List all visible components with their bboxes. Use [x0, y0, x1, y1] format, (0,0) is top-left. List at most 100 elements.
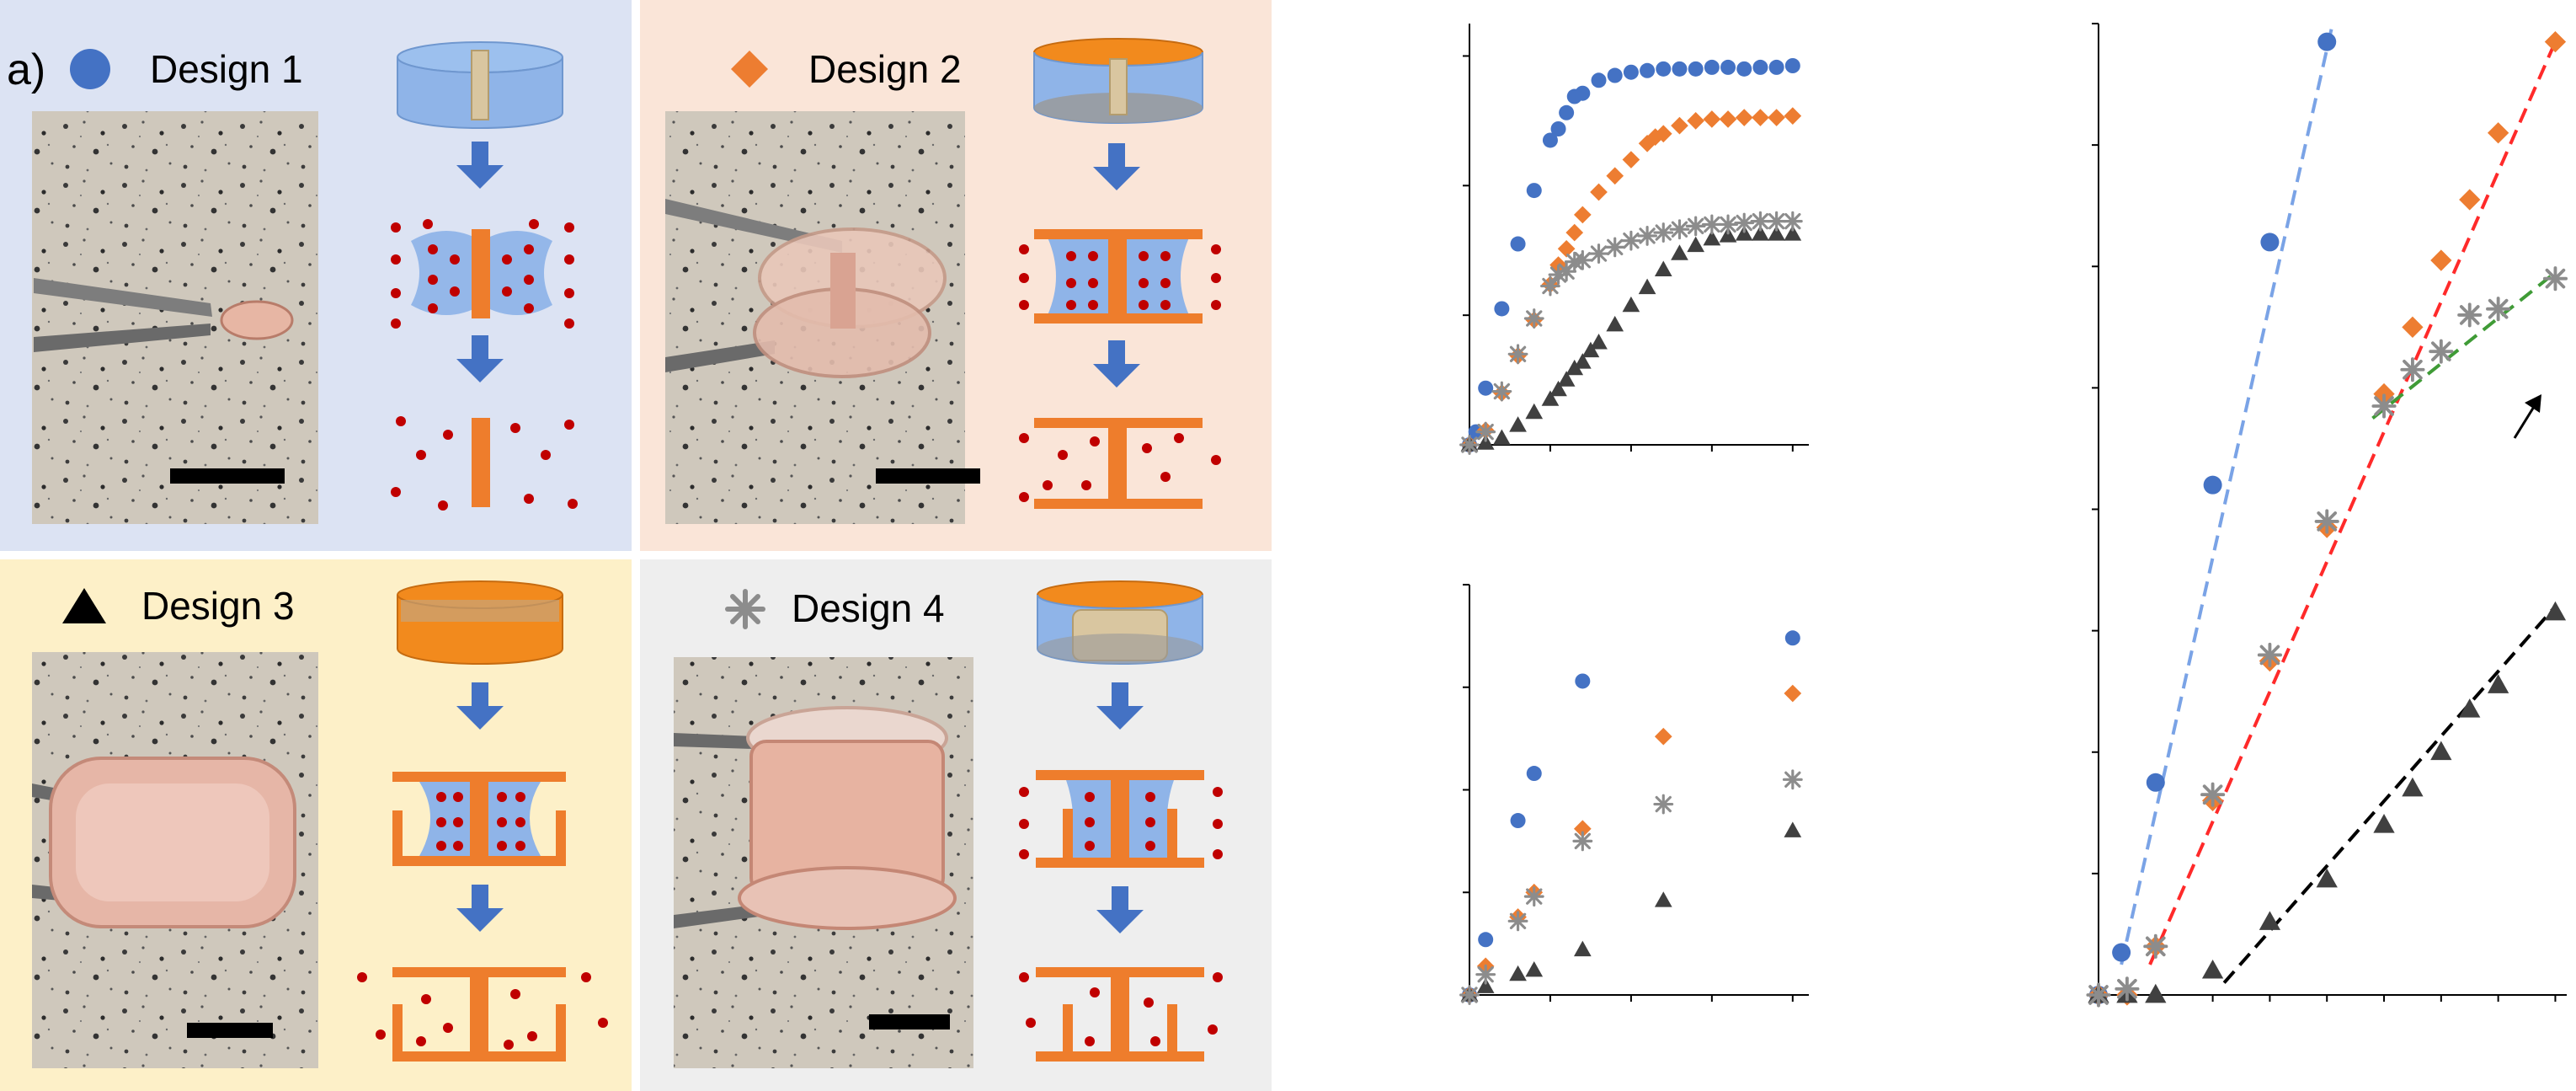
- data-point: [1654, 727, 1672, 746]
- data-point: [2260, 233, 2280, 252]
- data-point: [2457, 302, 2483, 328]
- design-3-title: Design 3: [141, 584, 295, 628]
- data-point: [1782, 769, 1803, 790]
- data-point: [1575, 85, 1591, 101]
- data-point: [1525, 403, 1544, 420]
- design-2-photo: [665, 111, 980, 524]
- chart-d: [1459, 584, 1809, 1005]
- data-point: [1752, 225, 1769, 241]
- data-point: [1736, 61, 1752, 77]
- data-point: [2145, 983, 2167, 1003]
- panel-a: a) Design 1 Design 2 Design 3 Design 4: [0, 0, 1272, 1091]
- data-point: [1672, 61, 1688, 77]
- data-point: [1768, 59, 1784, 75]
- data-point: [1719, 110, 1737, 128]
- data-point: [1685, 216, 1706, 237]
- chart-c: [2086, 23, 2568, 1008]
- data-point: [2459, 698, 2481, 718]
- design-3-scale-bar: [187, 1023, 273, 1038]
- data-point: [1523, 308, 1544, 329]
- data-point: [1557, 239, 1576, 258]
- design-1-scale-bar: [170, 468, 285, 484]
- data-point: [1557, 371, 1576, 387]
- pointer-arrowhead: [2525, 394, 2541, 413]
- design-2-schematic: [1019, 38, 1221, 509]
- data-point: [2544, 30, 2567, 53]
- pointer-arrow: [2513, 402, 2538, 439]
- design-3-schematic: [357, 580, 608, 1062]
- fit-line: [2148, 40, 2557, 965]
- data-point: [1559, 104, 1575, 120]
- data-point: [1525, 960, 1544, 977]
- design-2-marker: [731, 51, 768, 88]
- data-point: [2317, 32, 2337, 51]
- design-4-marker: [725, 589, 765, 629]
- data-point: [1784, 821, 1802, 837]
- fit-line: [2120, 23, 2334, 965]
- data-point: [2257, 642, 2282, 668]
- data-point: [1476, 977, 1495, 993]
- data-point: [1604, 237, 1625, 258]
- design-1-marker: [70, 49, 110, 89]
- data-point: [1640, 62, 1656, 78]
- data-point: [2487, 122, 2509, 144]
- data-point: [2115, 976, 2140, 1002]
- data-point: [2314, 509, 2339, 534]
- data-point: [1750, 211, 1771, 232]
- data-point: [1509, 965, 1527, 981]
- data-point: [1459, 985, 1480, 1005]
- data-point: [1573, 353, 1592, 369]
- design-2-scale-bar: [876, 468, 980, 484]
- design-4-title: Design 4: [792, 586, 945, 630]
- design-4-schematic: [1019, 580, 1223, 1062]
- data-point: [2203, 475, 2222, 495]
- data-point: [2146, 773, 2165, 792]
- data-point: [2486, 297, 2511, 322]
- data-point: [1654, 125, 1672, 143]
- data-point: [1607, 67, 1623, 83]
- data-point: [1565, 223, 1584, 242]
- series-design-1: [1462, 58, 1800, 452]
- series-design-1: [1462, 630, 1800, 1003]
- series-design-2: [1460, 684, 1802, 1004]
- data-point: [1637, 225, 1658, 246]
- data-point: [1478, 380, 1494, 396]
- data-point: [1606, 315, 1624, 332]
- design-1-title: Design 1: [150, 47, 303, 91]
- series-design-4: [2086, 266, 2568, 1008]
- data-point: [1687, 112, 1705, 130]
- data-point: [1523, 886, 1544, 907]
- design-3-photo: [32, 652, 318, 1068]
- design-2-title: Design 2: [808, 47, 962, 91]
- data-point: [1654, 891, 1672, 907]
- design-4-scale-bar: [869, 1014, 950, 1029]
- design-1-photo: [32, 111, 318, 524]
- data-point: [2430, 741, 2452, 761]
- data-point: [2429, 339, 2454, 364]
- data-point: [1573, 206, 1592, 224]
- data-point: [1475, 964, 1496, 985]
- data-point: [1752, 59, 1768, 75]
- data-point: [1703, 229, 1721, 246]
- data-point: [1475, 421, 1496, 442]
- data-point: [1526, 183, 1542, 199]
- fit-line: [2222, 605, 2557, 984]
- data-point: [1718, 214, 1738, 235]
- data-point: [2430, 249, 2452, 271]
- data-point: [2201, 959, 2224, 979]
- data-point: [2112, 943, 2131, 962]
- data-point: [1572, 249, 1593, 270]
- data-point: [1784, 58, 1800, 73]
- data-point: [2200, 782, 2226, 807]
- data-point: [1573, 940, 1592, 957]
- data-point: [1509, 416, 1527, 432]
- data-point: [1703, 110, 1721, 128]
- data-point: [1491, 381, 1512, 402]
- data-point: [1550, 121, 1566, 136]
- data-point: [1620, 230, 1641, 251]
- data-point: [1720, 59, 1736, 75]
- data-point: [1688, 61, 1704, 77]
- chart-b: [1459, 24, 1809, 455]
- series-design-3: [1460, 821, 1802, 1002]
